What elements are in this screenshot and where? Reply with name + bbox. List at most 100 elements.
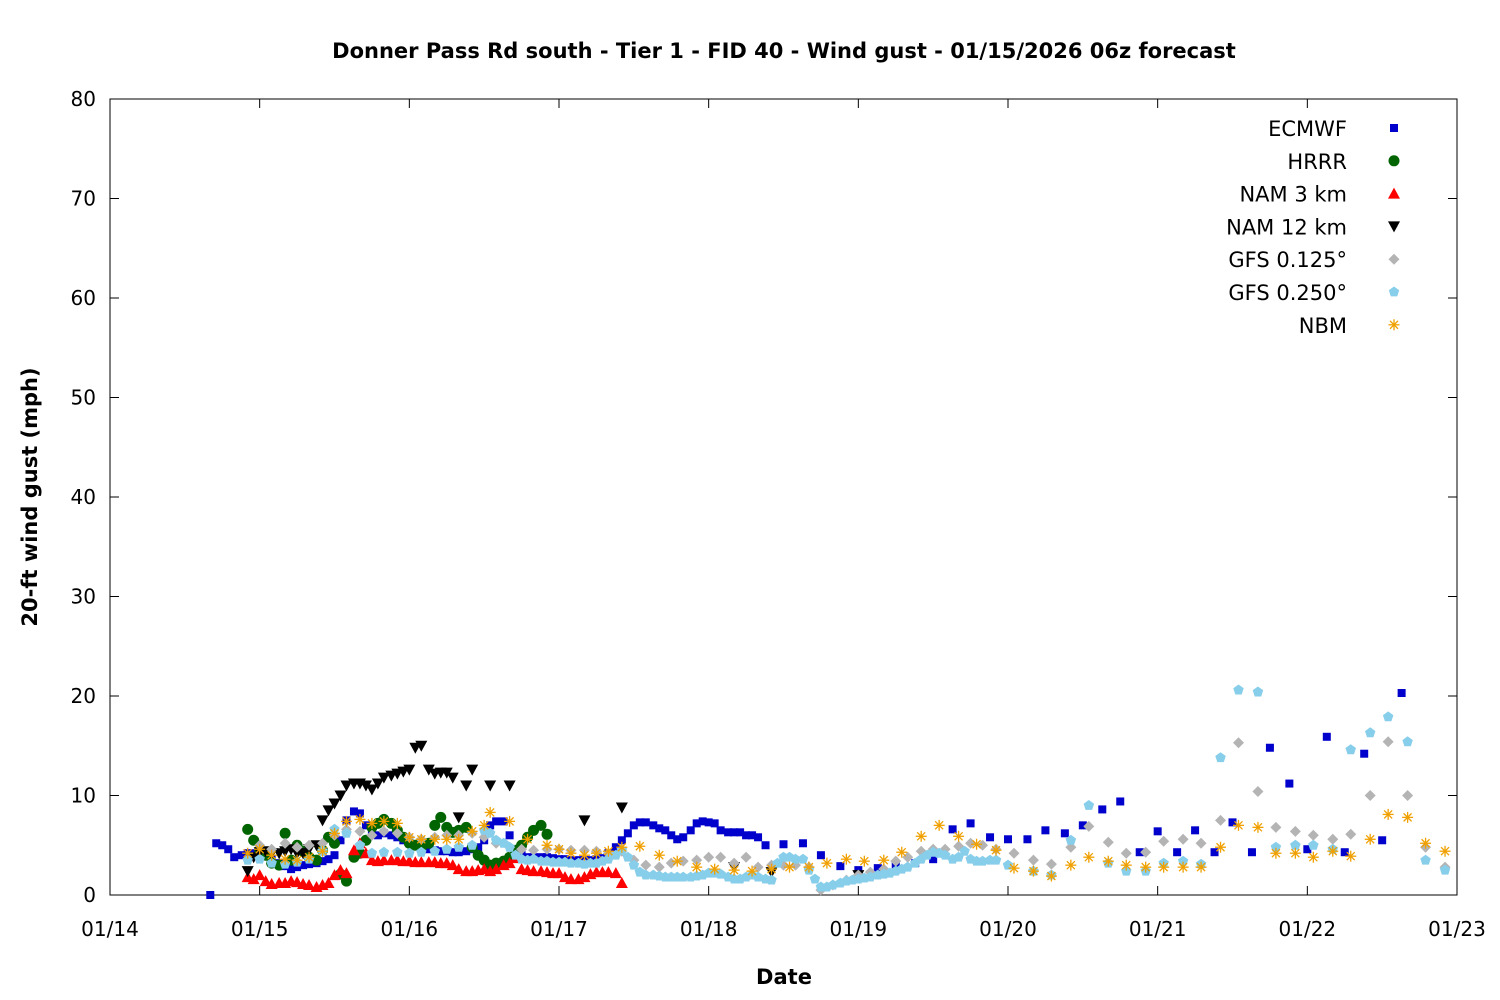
data-point bbox=[704, 818, 713, 827]
data-point bbox=[347, 844, 360, 856]
data-point bbox=[896, 846, 908, 858]
data-point bbox=[746, 865, 758, 877]
data-point bbox=[522, 833, 534, 845]
data-point bbox=[640, 859, 652, 871]
data-point bbox=[1345, 744, 1356, 755]
data-point bbox=[435, 811, 447, 823]
asterisk-stroke bbox=[841, 854, 851, 864]
data-point bbox=[365, 784, 378, 796]
y-tick-label: 40 bbox=[71, 485, 96, 509]
data-point bbox=[322, 877, 335, 889]
data-point bbox=[1083, 820, 1095, 832]
data-point bbox=[578, 871, 591, 883]
data-point bbox=[1270, 821, 1282, 833]
x-tick-label: 01/15 bbox=[231, 917, 289, 941]
data-point bbox=[1382, 736, 1394, 748]
data-point bbox=[821, 857, 833, 869]
data-point bbox=[415, 740, 428, 752]
asterisk-stroke bbox=[355, 814, 365, 824]
data-point bbox=[359, 780, 372, 792]
data-point bbox=[1345, 828, 1357, 840]
data-point bbox=[673, 835, 682, 844]
legend-marker bbox=[1388, 286, 1400, 297]
data-point bbox=[1360, 749, 1369, 758]
data-point bbox=[1439, 864, 1451, 875]
asterisk-stroke bbox=[672, 856, 682, 866]
data-point bbox=[230, 853, 239, 862]
data-point bbox=[1158, 835, 1170, 847]
data-point bbox=[324, 855, 333, 864]
asterisk-stroke bbox=[485, 807, 495, 817]
data-point bbox=[1116, 797, 1125, 806]
data-point bbox=[779, 840, 788, 849]
data-point bbox=[466, 764, 479, 776]
data-point bbox=[578, 815, 591, 827]
data-point bbox=[361, 821, 370, 830]
asterisk-stroke bbox=[1046, 871, 1056, 881]
data-point bbox=[1270, 847, 1282, 859]
legend-marker bbox=[1388, 319, 1400, 331]
data-point bbox=[378, 815, 390, 827]
series-nam-3-km bbox=[241, 837, 628, 893]
data-point bbox=[429, 845, 440, 856]
data-point bbox=[1102, 855, 1114, 867]
asterisk-stroke bbox=[991, 845, 1001, 855]
data-point bbox=[1265, 743, 1274, 752]
data-point bbox=[754, 833, 763, 842]
data-point bbox=[1004, 835, 1012, 844]
data-point bbox=[635, 818, 644, 827]
data-point bbox=[649, 821, 658, 830]
asterisk-stroke bbox=[1308, 852, 1318, 862]
asterisk-stroke bbox=[280, 854, 290, 864]
asterisk-stroke bbox=[804, 862, 814, 872]
data-point bbox=[330, 851, 339, 860]
data-point bbox=[590, 847, 602, 859]
data-point bbox=[505, 831, 514, 840]
asterisk-stroke bbox=[479, 820, 489, 830]
data-point bbox=[858, 855, 870, 867]
asterisk-stroke bbox=[897, 847, 907, 857]
data-point bbox=[1008, 847, 1020, 859]
asterisk-stroke bbox=[1028, 866, 1038, 876]
asterisk-stroke bbox=[318, 846, 327, 856]
data-point bbox=[790, 853, 801, 864]
data-point bbox=[403, 831, 415, 843]
data-point bbox=[1065, 859, 1077, 871]
x-tick-label: 01/14 bbox=[81, 917, 139, 941]
data-point bbox=[1289, 847, 1301, 859]
data-point bbox=[424, 845, 433, 854]
data-point bbox=[291, 854, 303, 866]
data-point bbox=[1307, 851, 1319, 863]
data-point bbox=[698, 817, 707, 826]
data-point bbox=[366, 817, 378, 829]
data-point bbox=[761, 841, 770, 850]
data-point bbox=[1120, 859, 1132, 871]
data-point bbox=[602, 845, 614, 857]
data-point bbox=[218, 841, 227, 850]
data-point bbox=[474, 843, 483, 852]
data-point bbox=[565, 847, 577, 859]
asterisk-stroke bbox=[1271, 848, 1281, 858]
data-point bbox=[541, 828, 553, 840]
data-point bbox=[797, 853, 809, 864]
data-point bbox=[329, 837, 340, 849]
data-point bbox=[317, 845, 329, 857]
data-point bbox=[318, 857, 327, 866]
data-point bbox=[328, 869, 341, 881]
data-point bbox=[1210, 848, 1219, 857]
data-point bbox=[1364, 790, 1376, 801]
data-point bbox=[990, 854, 1002, 865]
data-point bbox=[840, 853, 852, 865]
data-point bbox=[1215, 814, 1227, 826]
data-point bbox=[1102, 836, 1114, 848]
data-point bbox=[453, 841, 464, 852]
y-axis-label: 20-ft wind gust (mph) bbox=[18, 367, 42, 626]
data-point bbox=[616, 841, 628, 853]
y-tick-label: 60 bbox=[71, 286, 96, 310]
data-point bbox=[242, 823, 254, 835]
asterisk-stroke bbox=[1196, 862, 1206, 872]
data-point bbox=[503, 857, 516, 869]
data-point bbox=[1233, 684, 1244, 695]
data-point bbox=[724, 828, 733, 837]
data-point bbox=[1008, 862, 1020, 874]
